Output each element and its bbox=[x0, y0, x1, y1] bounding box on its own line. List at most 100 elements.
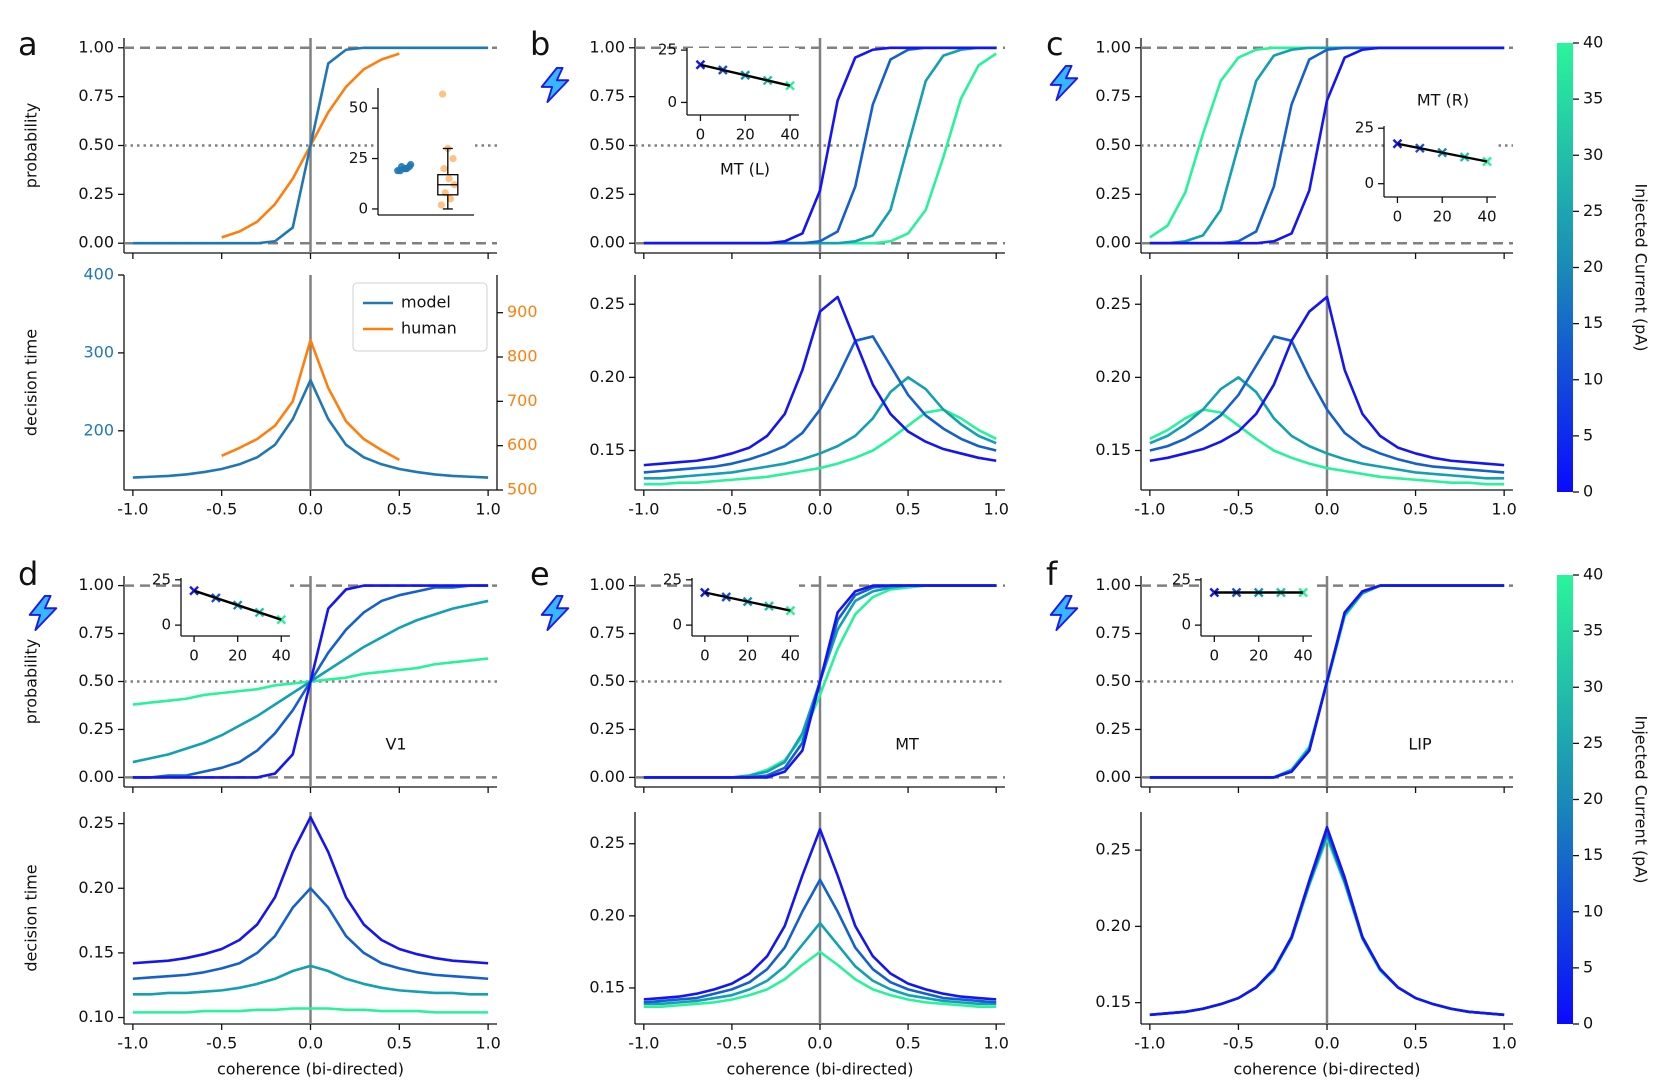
x-tick-label: 20 bbox=[228, 647, 247, 665]
y2-tick-label: 600 bbox=[507, 435, 538, 454]
y-tick-label: 0 bbox=[161, 616, 171, 634]
y-tick-label: 0.25 bbox=[78, 719, 114, 738]
y-tick-label: 1.00 bbox=[1095, 575, 1131, 594]
x-tick-label: 0 bbox=[1393, 208, 1403, 226]
panel-label: a bbox=[18, 25, 38, 63]
y-tick-label: 0.00 bbox=[589, 767, 625, 786]
x-tick-label: 0.0 bbox=[1314, 500, 1339, 519]
data-point bbox=[439, 90, 447, 98]
y-tick-label: 0.25 bbox=[1095, 184, 1131, 203]
inset-background bbox=[692, 578, 799, 636]
x-tick-label: 0.5 bbox=[895, 500, 920, 519]
data-point bbox=[449, 154, 457, 163]
curve bbox=[643, 46, 997, 245]
curve bbox=[1397, 142, 1488, 163]
curve bbox=[700, 63, 791, 87]
x-axis-label: coherence (bi-directed) bbox=[217, 1060, 404, 1079]
x-tick-label: 0.0 bbox=[807, 500, 832, 519]
y-tick-label: 300 bbox=[83, 342, 114, 361]
y-tick-label: 0.15 bbox=[589, 440, 625, 459]
curve bbox=[132, 886, 489, 981]
x-tick-label: 0.5 bbox=[1403, 1034, 1428, 1053]
y-tick-label: 0.20 bbox=[78, 878, 114, 897]
y-tick-label: 25 bbox=[1172, 570, 1191, 588]
y-tick-label: 25 bbox=[349, 149, 368, 167]
data-point bbox=[446, 195, 455, 203]
y-tick-label: 0.00 bbox=[589, 233, 625, 252]
y-tick-label: 0.75 bbox=[589, 86, 625, 105]
legend-box bbox=[352, 282, 488, 352]
x-tick-label: -0.5 bbox=[1223, 1034, 1254, 1053]
colorbar-tick-label: 10 bbox=[1583, 369, 1603, 388]
y-tick-label: 0.00 bbox=[1095, 767, 1131, 786]
y-tick-label: 0.25 bbox=[589, 184, 625, 203]
curve bbox=[643, 408, 997, 486]
colorbar-label: Injected Current (pA) bbox=[1632, 183, 1651, 351]
legend-label: model bbox=[401, 293, 451, 312]
x-tick-label: -1.0 bbox=[628, 1034, 659, 1053]
curve bbox=[643, 376, 997, 480]
x-tick-label: 1.0 bbox=[983, 500, 1008, 519]
y-tick-label: 0.50 bbox=[78, 671, 114, 690]
colorbar-tick-label: 0 bbox=[1583, 482, 1593, 501]
curve bbox=[1149, 584, 1505, 779]
curve bbox=[132, 1007, 489, 1014]
colorbar-tick-label: 10 bbox=[1583, 901, 1603, 920]
curve bbox=[132, 964, 489, 996]
x-tick-label: 1.0 bbox=[475, 500, 500, 519]
y-tick-label: 0.25 bbox=[1095, 294, 1131, 313]
x-tick-label: -1.0 bbox=[1134, 500, 1165, 519]
y-tick-label: 0.50 bbox=[589, 135, 625, 154]
curve bbox=[221, 338, 400, 461]
y-tick-label: 50 bbox=[349, 99, 368, 117]
y-tick-label: 0.25 bbox=[1095, 719, 1131, 738]
curve bbox=[1149, 46, 1505, 245]
x-tick-label: 40 bbox=[781, 647, 800, 665]
x-tick-label: -0.5 bbox=[1223, 500, 1254, 519]
x-tick-label: 40 bbox=[1294, 647, 1313, 665]
y-tick-label: 1.00 bbox=[589, 37, 625, 56]
inset-background bbox=[1384, 126, 1496, 197]
colorbar-tick-label: 5 bbox=[1583, 957, 1593, 976]
y-tick-label: 0.15 bbox=[1095, 440, 1131, 459]
y-tick-label: 200 bbox=[83, 420, 114, 439]
y-tick-label: 1.00 bbox=[78, 575, 114, 594]
y-tick-label: 0.50 bbox=[1095, 135, 1131, 154]
x-tick-label: -1.0 bbox=[628, 500, 659, 519]
x-tick-label: 0.0 bbox=[1314, 1034, 1339, 1053]
x-tick-label: -0.5 bbox=[716, 500, 747, 519]
x-tick-label: -1.0 bbox=[1134, 1034, 1165, 1053]
colorbar-tick-label: 30 bbox=[1583, 145, 1603, 164]
x-tick-label: 40 bbox=[780, 126, 799, 144]
colorbar-label: Injected Current (pA) bbox=[1632, 715, 1651, 883]
y-tick-label: 0.20 bbox=[589, 905, 625, 924]
panel-label: b bbox=[530, 25, 550, 63]
x-tick-label: 0.0 bbox=[298, 500, 323, 519]
x-tick-label: -0.5 bbox=[206, 500, 237, 519]
y-tick-label: 25 bbox=[152, 570, 171, 588]
curve bbox=[1149, 825, 1505, 1017]
stimulation-icon bbox=[28, 594, 58, 632]
x-axis-label: coherence (bi-directed) bbox=[726, 1060, 913, 1079]
x-tick-label: 0.0 bbox=[298, 1034, 323, 1053]
y-tick-label: 0.75 bbox=[1095, 86, 1131, 105]
curve bbox=[132, 815, 489, 965]
y-tick-label: 0.50 bbox=[589, 671, 625, 690]
panel-label: c bbox=[1046, 25, 1064, 63]
y-axis-label: decision time bbox=[22, 329, 41, 436]
curve bbox=[643, 950, 997, 1008]
curve bbox=[643, 828, 997, 1001]
y-tick-label: 25 bbox=[1355, 119, 1374, 137]
y-tick-label: 0.20 bbox=[589, 367, 625, 386]
inset-background bbox=[378, 88, 474, 215]
data-point bbox=[437, 201, 445, 209]
curve bbox=[643, 335, 997, 474]
colorbar-tick-label: 25 bbox=[1583, 733, 1603, 752]
colorbar-tick-label: 15 bbox=[1583, 845, 1603, 864]
y-tick-label: 0 bbox=[672, 616, 682, 634]
stimulation-icon bbox=[540, 66, 570, 104]
y-tick-label: 0.50 bbox=[1095, 671, 1131, 690]
y-tick-label: 400 bbox=[83, 265, 114, 284]
legend-label: human bbox=[401, 319, 457, 338]
x-tick-label: 0 bbox=[189, 647, 199, 665]
